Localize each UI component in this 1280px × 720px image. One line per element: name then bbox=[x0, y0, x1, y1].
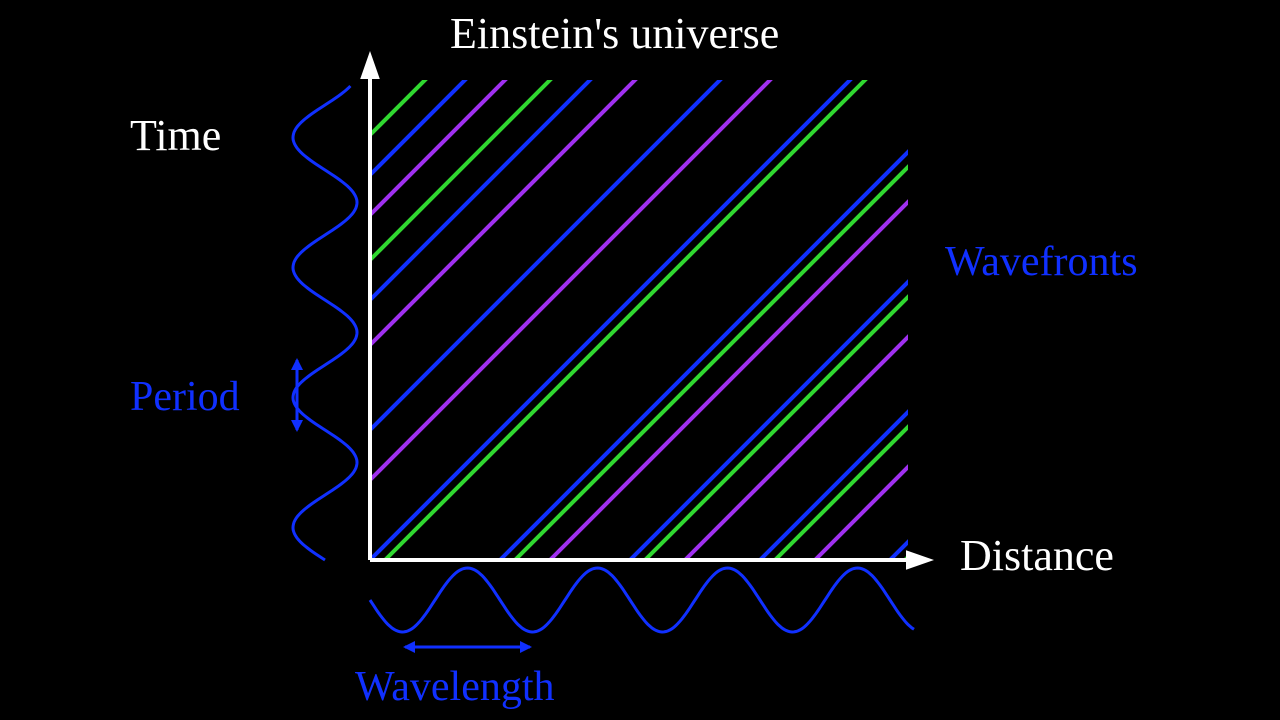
time-axis-label: Time bbox=[130, 111, 221, 160]
wavelength-label: Wavelength bbox=[355, 664, 555, 710]
title-label: Einstein's universe bbox=[450, 9, 779, 58]
background bbox=[0, 0, 1280, 720]
distance-axis-label: Distance bbox=[960, 531, 1114, 580]
period-label: Period bbox=[130, 374, 240, 420]
wavefronts-label: Wavefronts bbox=[945, 239, 1138, 285]
diagram-canvas: Einstein's universe Time Distance Period Wav… bbox=[0, 0, 1280, 720]
